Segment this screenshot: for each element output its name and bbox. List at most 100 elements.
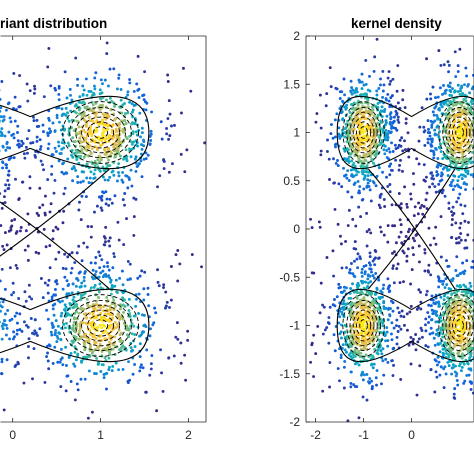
left-data-point <box>44 194 47 198</box>
left-data-point <box>46 351 49 355</box>
left-data-point <box>105 295 109 299</box>
left-data-point <box>19 229 22 233</box>
left-data-point <box>130 102 134 106</box>
left-data-point <box>91 303 95 307</box>
right-data-point <box>343 135 347 139</box>
right-data-point <box>368 251 372 255</box>
left-data-point <box>119 119 123 123</box>
right-data-point <box>388 105 392 109</box>
right-data-point <box>344 106 348 110</box>
right-data-point <box>433 390 437 394</box>
left-data-point <box>91 103 95 107</box>
left-data-point <box>93 139 97 143</box>
left-data-point <box>70 291 74 295</box>
left-data-point <box>121 303 125 307</box>
left-data-point <box>73 398 77 402</box>
left-data-point <box>113 335 117 339</box>
left-data-point <box>25 82 29 86</box>
left-data-point <box>140 131 144 135</box>
right-data-point <box>357 352 361 356</box>
right-data-point <box>397 235 401 239</box>
right-data-point <box>390 124 394 128</box>
right-data-point <box>449 184 453 188</box>
left-data-point <box>107 340 111 344</box>
right-data-point <box>346 158 350 162</box>
left-data-point <box>12 136 16 140</box>
right-data-point <box>360 101 364 105</box>
right-data-point <box>435 114 439 117</box>
right-data-point <box>371 180 375 183</box>
left-data-point <box>61 266 65 270</box>
left-data-point <box>55 279 58 283</box>
right-data-point <box>409 197 413 201</box>
right-data-point <box>374 184 378 188</box>
left-data-point <box>64 305 68 309</box>
left-data-point <box>150 110 154 114</box>
right-data-point <box>366 105 370 109</box>
right-data-point <box>387 70 391 74</box>
left-data-point <box>98 88 102 92</box>
left-data-point <box>127 360 130 364</box>
left-data-point <box>57 250 61 254</box>
right-data-point <box>454 364 457 368</box>
right-data-point <box>333 181 336 185</box>
left-data-point <box>159 348 162 352</box>
left-data-point <box>89 151 93 155</box>
left-data-point <box>18 74 22 77</box>
right-data-point <box>351 217 355 221</box>
left-data-point <box>90 225 93 229</box>
right-data-point <box>354 224 358 228</box>
left-data-point <box>101 190 105 194</box>
left-data-point <box>97 290 101 294</box>
left-data-point <box>94 115 98 119</box>
left-data-point <box>15 266 19 270</box>
left-data-point <box>101 275 105 279</box>
right-data-point <box>378 225 382 229</box>
left-data-point <box>66 284 70 288</box>
right-data-point <box>455 284 459 288</box>
right-data-point <box>427 226 431 230</box>
left-data-point <box>26 258 30 262</box>
right-data-point <box>345 350 348 354</box>
left-data-point <box>118 276 122 280</box>
left-data-point <box>168 305 171 309</box>
left-data-point <box>69 271 73 275</box>
left-data-point <box>1 327 5 331</box>
left-data-point <box>99 370 103 373</box>
left-data-point <box>107 349 111 353</box>
left-data-point <box>62 141 66 145</box>
right-data-point <box>333 207 337 211</box>
right-data-point <box>322 305 326 309</box>
left-data-point <box>140 126 144 130</box>
left-data-point <box>179 341 183 345</box>
left-data-point <box>80 359 83 363</box>
left-data-point <box>112 67 116 71</box>
right-data-point <box>346 419 350 422</box>
left-data-point <box>105 98 108 102</box>
left-data-point <box>12 156 16 160</box>
left-data-point <box>46 359 50 363</box>
right-data-point <box>363 158 367 162</box>
right-data-point <box>414 333 418 336</box>
left-data-point <box>80 194 84 198</box>
left-data-point <box>132 215 136 219</box>
left-data-point <box>0 109 2 113</box>
right-data-point <box>458 92 462 96</box>
left-data-point <box>164 290 168 294</box>
left-data-point <box>95 162 99 166</box>
left-data-point <box>43 380 47 384</box>
right-data-point <box>389 162 393 166</box>
left-data-point <box>43 281 47 285</box>
left-data-point <box>76 278 80 282</box>
right-data-point <box>447 63 451 67</box>
right-data-point <box>348 271 352 275</box>
left-data-point <box>95 356 99 360</box>
right-data-point <box>439 316 443 320</box>
left-data-point <box>119 88 123 91</box>
right-data-point <box>459 203 463 207</box>
left-data-point <box>84 77 88 81</box>
left-data-point <box>105 52 109 56</box>
right-data-point <box>353 275 357 279</box>
left-data-point <box>185 148 189 152</box>
